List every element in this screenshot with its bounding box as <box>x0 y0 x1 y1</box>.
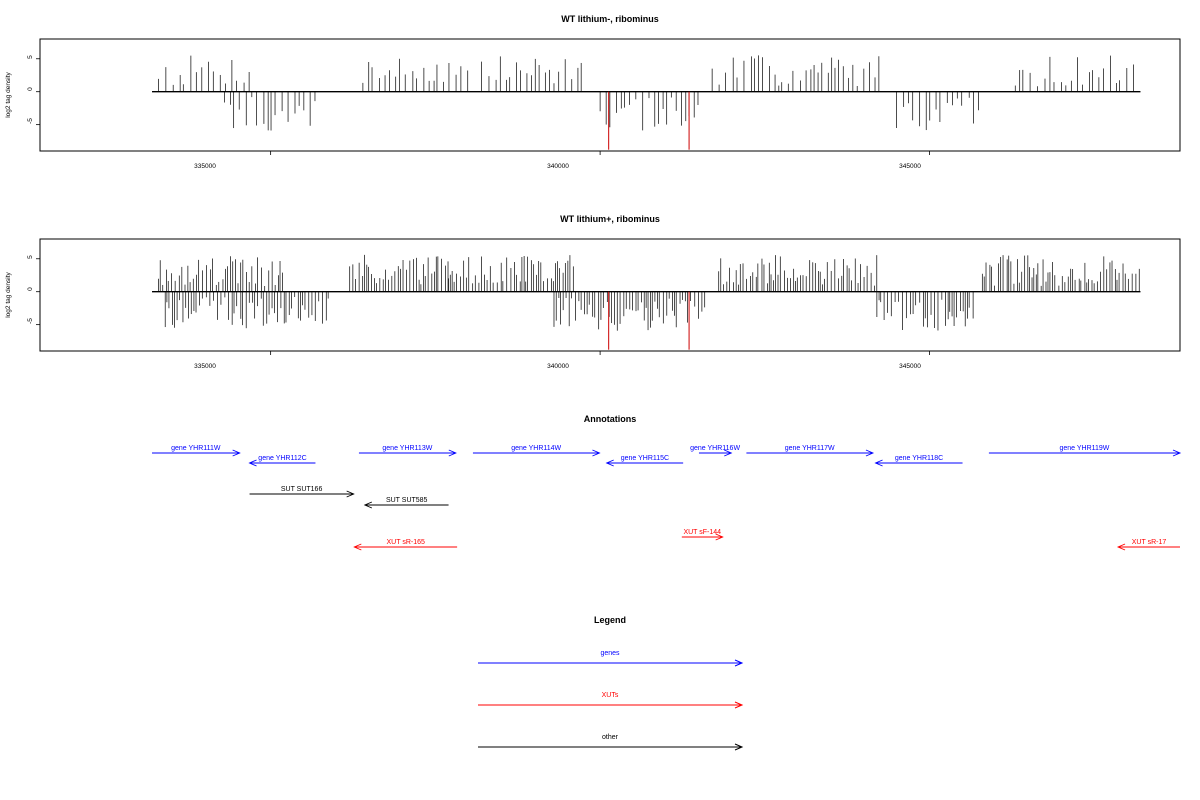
legend-title: Legend <box>594 615 626 625</box>
arrowhead-icon <box>346 490 355 498</box>
panel-lithium-minus: WT lithium-, ribominus 335000 340000 345… <box>5 14 1181 170</box>
annotation-label: gene YHR118C <box>895 455 943 462</box>
annotations-title: Annotations <box>584 414 637 424</box>
panel1-axes: 335000 340000 345000 5 0 -5 log2 tag den… <box>5 55 930 170</box>
arrowhead-icon <box>248 459 257 467</box>
arrowhead-icon <box>734 743 744 751</box>
legend-item: XUTs <box>478 692 744 709</box>
panel1-ytick-5: 5 <box>27 55 34 59</box>
annotation-gene: gene YHR118C <box>874 455 963 467</box>
annotation-label: XUT sR-17 <box>1132 539 1167 546</box>
panel1-title: WT lithium-, ribominus <box>561 14 659 24</box>
arrowhead-icon <box>734 701 744 709</box>
panel2-xtick-345000: 345000 <box>899 363 921 370</box>
panel2-xtick-335000: 335000 <box>194 363 216 370</box>
annotation-label: XUT sR-165 <box>387 539 425 546</box>
panel1-xtick-340000: 340000 <box>547 163 569 170</box>
arrowhead-icon <box>715 533 724 541</box>
arrowhead-icon <box>1116 543 1126 551</box>
annotation-gene: gene YHR113W <box>358 445 457 457</box>
annotation-other: SUT SUT585 <box>363 497 449 509</box>
panel1-ytick-0: 0 <box>27 87 34 91</box>
legend-item: genes <box>478 650 744 667</box>
annotation-gene: gene YHR119W <box>988 445 1182 457</box>
panel2-axes: 335000 340000 345000 5 0 -5 log2 tag den… <box>5 255 930 370</box>
legend-item: other <box>478 734 744 751</box>
arrowhead-icon <box>592 449 601 457</box>
annotation-label: SUT SUT585 <box>386 497 428 504</box>
panel2-ylabel: log2 tag density <box>5 271 12 317</box>
annotation-label: XUT sF-144 <box>683 529 721 536</box>
legend-label: other <box>602 734 619 741</box>
annotation-gene: gene YHR115C <box>605 455 684 467</box>
arrowhead-icon <box>874 459 883 467</box>
panel2-ytick-5: 5 <box>27 255 34 259</box>
panel1-plot-frame <box>39 38 1181 152</box>
annotation-label: gene YHR112C <box>258 455 306 462</box>
annotation-other: SUT SUT166 <box>249 486 355 498</box>
annotation-xut: XUT sF-144 <box>681 529 724 541</box>
panel2-plot-frame <box>39 238 1181 352</box>
annotation-features: gene YHR111W gene YHR112C gene YHR113W gene… <box>152 445 1182 551</box>
panel-lithium-plus: WT lithium+, ribominus 335000 340000 345… <box>5 214 1181 370</box>
annotation-label: gene YHR113W <box>382 445 432 452</box>
annotation-xut: XUT sR-165 <box>353 539 458 551</box>
arrowhead-icon <box>1172 449 1182 457</box>
panel1-xtick-345000: 345000 <box>899 163 921 170</box>
panel2-xtick-340000: 340000 <box>547 363 569 370</box>
arrowhead-icon <box>865 449 875 457</box>
arrowhead-icon <box>734 659 744 667</box>
panel1-ylabel: log2 tag density <box>5 71 12 117</box>
panel2-title: WT lithium+, ribominus <box>560 214 660 224</box>
arrowhead-icon <box>724 449 733 457</box>
arrowhead-icon <box>605 459 614 467</box>
arrowhead-icon <box>353 543 362 551</box>
panel2-ytick-minus5: -5 <box>27 318 34 324</box>
arrowhead-icon <box>363 501 373 509</box>
annotation-gene: gene YHR112C <box>248 455 316 467</box>
legend-items: genes XUTs other <box>478 650 744 751</box>
annotation-gene: gene YHR116W <box>690 445 740 457</box>
annotation-label: SUT SUT166 <box>281 486 323 493</box>
legend: Legend genes XUTs other <box>478 615 744 751</box>
annotation-gene: gene YHR114W <box>472 445 601 457</box>
annotation-label: gene YHR114W <box>511 445 561 452</box>
annotation-label: gene YHR115C <box>621 455 669 462</box>
panel2-ytick-0: 0 <box>27 287 34 291</box>
legend-label: genes <box>600 650 620 657</box>
legend-label: XUTs <box>602 692 619 699</box>
arrowhead-icon <box>448 449 457 457</box>
arrowhead-icon <box>232 449 241 457</box>
panel2-signal-bars <box>152 254 1141 350</box>
annotation-label: gene YHR117W <box>785 445 835 452</box>
annotation-gene: gene YHR117W <box>746 445 875 457</box>
annotation-label: gene YHR111W <box>171 445 221 452</box>
annotation-gene: gene YHR111W <box>152 445 241 457</box>
annotation-xut: XUT sR-17 <box>1116 539 1180 551</box>
panel1-signal-bars <box>152 55 1141 150</box>
annotation-label: gene YHR116W <box>690 445 740 452</box>
panel1-ytick-minus5: -5 <box>27 118 34 124</box>
annotation-label: gene YHR119W <box>1059 445 1109 452</box>
panel1-xtick-335000: 335000 <box>194 163 216 170</box>
